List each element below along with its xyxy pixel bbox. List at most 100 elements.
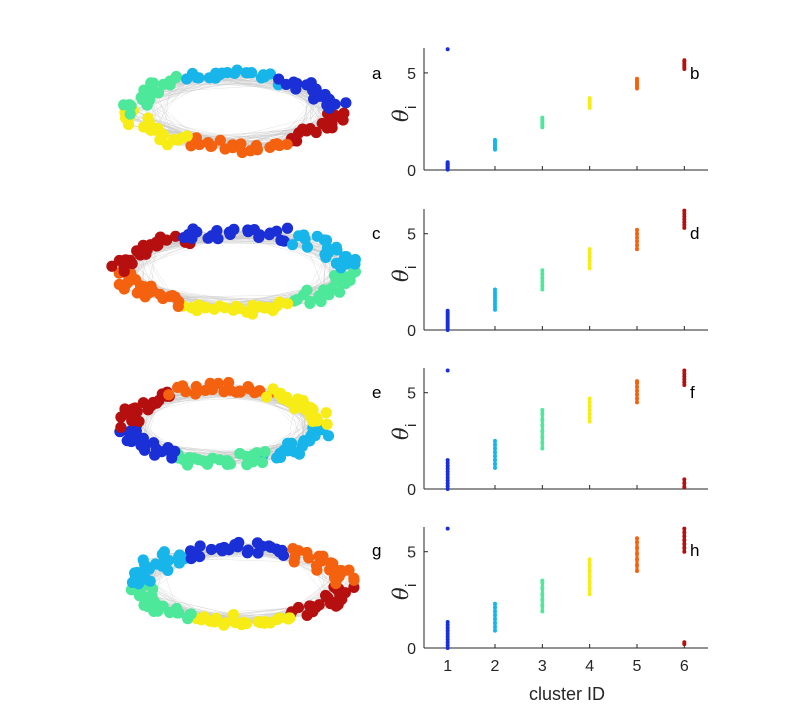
scatter-point (682, 477, 687, 482)
x-tick-label: 1 (443, 658, 452, 675)
network-node (320, 589, 332, 602)
network-node (284, 612, 296, 624)
network-node (321, 418, 333, 430)
network-node (340, 97, 352, 109)
y-tick-label: 0 (407, 323, 416, 340)
scatter-point (635, 227, 639, 232)
panel-label-c: c (372, 224, 381, 243)
scatter-panel-d: 05 (407, 208, 708, 340)
network-panels (106, 64, 362, 631)
network-node (264, 68, 276, 80)
network-node (290, 83, 302, 95)
network-node (253, 231, 265, 244)
network-node (227, 304, 239, 316)
network-node (288, 402, 301, 415)
network-node (271, 452, 283, 464)
network-edge (157, 128, 292, 142)
ylabel-panel-b: θ i (389, 106, 420, 122)
network-node (311, 564, 323, 576)
network-node (242, 544, 254, 556)
network-node (234, 447, 246, 460)
network-node (121, 435, 133, 447)
network-node (253, 385, 265, 397)
network-node (260, 391, 273, 403)
network-node (149, 558, 162, 570)
network-node (115, 421, 127, 433)
scatter-point (587, 96, 592, 101)
network-node (185, 140, 197, 152)
scatter-point (635, 536, 639, 541)
network-node (349, 258, 361, 270)
network-node (176, 132, 188, 144)
scatter-panel-h: 0 5 1 2 3 4 5 6 (407, 526, 708, 675)
x-tick-label: 2 (491, 658, 500, 675)
network-node (320, 407, 332, 419)
network-edge (215, 77, 327, 100)
scatter-point (445, 458, 450, 463)
network-node (119, 254, 132, 266)
panel-label-a: a (372, 64, 382, 83)
y-tick-label: 5 (407, 66, 416, 83)
network-node (307, 415, 319, 428)
scatter-point (445, 526, 450, 531)
ylabel-subscript: i (403, 106, 420, 109)
network-node (227, 608, 240, 621)
network-node (343, 564, 355, 576)
network-panel-a (118, 64, 352, 159)
network-node (313, 290, 325, 302)
network-edge (257, 99, 327, 150)
panel-label-d: d (690, 224, 699, 243)
network-edge (124, 238, 219, 272)
scatter-point (493, 438, 497, 443)
network-node (323, 289, 335, 301)
ylabel-panel-h: θ i (389, 584, 420, 600)
network-node (304, 296, 317, 308)
network-node (301, 241, 313, 253)
network-node (264, 141, 276, 154)
x-tick-label: 3 (538, 658, 547, 675)
network-node (138, 121, 150, 133)
panel-label-g: g (372, 541, 381, 560)
network-node (189, 388, 202, 400)
network-node (340, 258, 353, 270)
scatter-point (445, 47, 450, 52)
network-edge (191, 558, 295, 563)
y-tick-label: 5 (407, 545, 416, 562)
network-node (236, 146, 248, 159)
network-edge (147, 237, 259, 250)
network-node (259, 446, 271, 458)
ylabel-symbol: θ (389, 427, 413, 440)
network-node (331, 244, 343, 256)
scatter-point (635, 76, 639, 81)
network-node (113, 278, 125, 291)
network-node (185, 608, 197, 620)
network-node (162, 564, 174, 576)
scatter-point (682, 58, 687, 63)
scatter-point (540, 408, 545, 413)
network-node (125, 100, 137, 112)
network-node (184, 545, 197, 557)
network-node (168, 133, 180, 146)
ylabel-subscript: i (403, 584, 420, 587)
network-node (277, 549, 290, 562)
network-edge (130, 243, 191, 274)
scatter-panel-b: 05 (407, 47, 708, 180)
network-node (220, 543, 232, 555)
network-node (229, 67, 241, 79)
network-edge (307, 247, 325, 292)
network-nodes (106, 222, 362, 320)
network-node (281, 222, 294, 234)
network-node (205, 140, 217, 153)
network-node (146, 87, 158, 99)
scatter-point (445, 308, 450, 313)
y-tick-label: 0 (407, 163, 416, 180)
network-node (245, 67, 258, 79)
network-node (280, 78, 292, 91)
network-node (177, 380, 189, 392)
network-node (191, 72, 203, 84)
network-node (147, 77, 160, 89)
scatter-point (540, 115, 545, 120)
network-nodes (118, 64, 352, 159)
network-node (254, 617, 266, 629)
